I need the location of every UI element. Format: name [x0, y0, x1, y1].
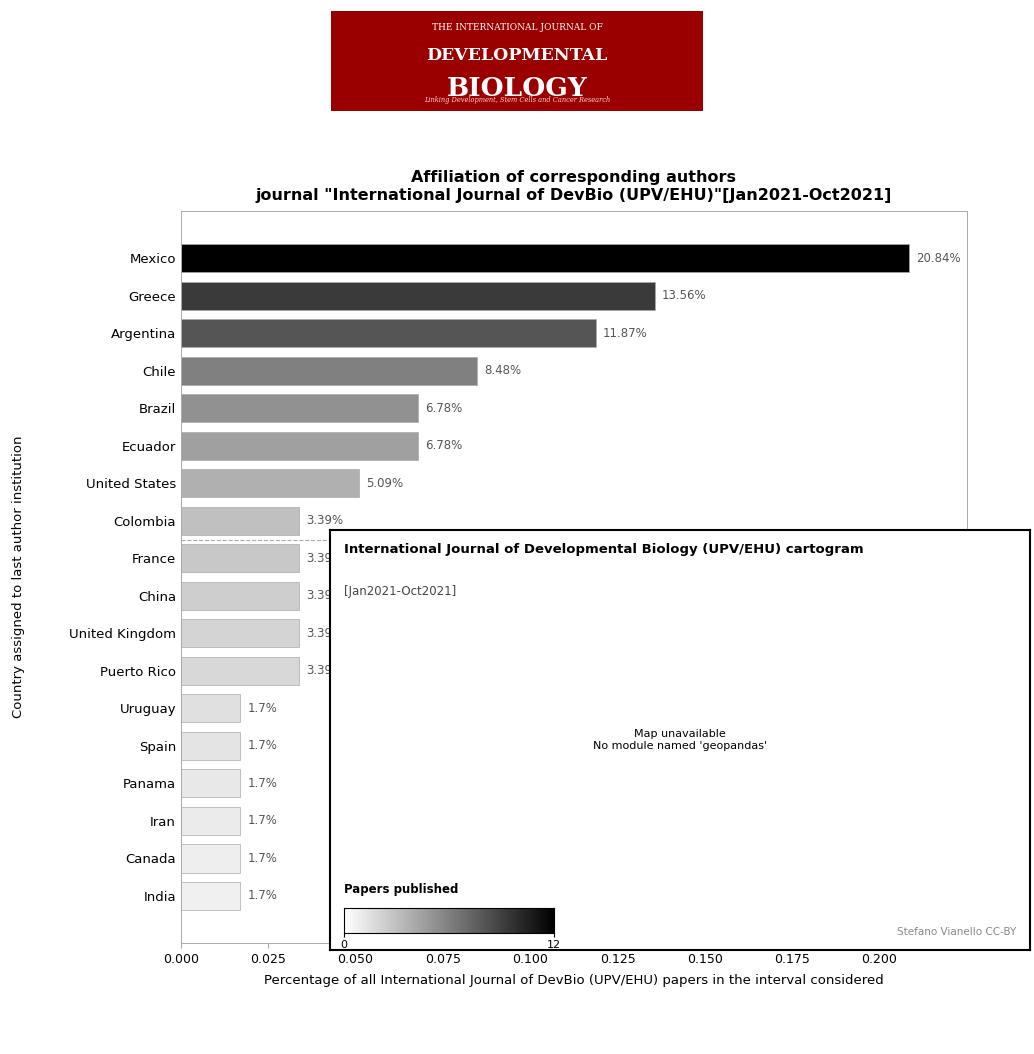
Text: 3.39%: 3.39% [306, 627, 343, 640]
Text: International Journal of Developmental Biology (UPV/EHU) cartogram: International Journal of Developmental B… [344, 543, 863, 555]
Bar [181, 469, 359, 497]
Text: DEVELOPMENTAL: DEVELOPMENTAL [426, 46, 608, 63]
Bar [181, 319, 596, 347]
Bar [181, 657, 300, 685]
Y-axis label: Country assigned to last author institution: Country assigned to last author institut… [11, 435, 25, 719]
Text: 13.56%: 13.56% [662, 289, 706, 302]
Text: [Jan2021-Oct2021]: [Jan2021-Oct2021] [344, 585, 456, 598]
Text: 3.39%: 3.39% [306, 552, 343, 565]
Bar [181, 807, 240, 835]
Text: 1.7%: 1.7% [247, 852, 277, 865]
Text: 3.39%: 3.39% [306, 514, 343, 527]
Text: 8.48%: 8.48% [484, 365, 521, 377]
Bar [181, 731, 240, 760]
Text: Papers published: Papers published [344, 883, 458, 896]
Text: 1.7%: 1.7% [247, 815, 277, 827]
Bar [181, 544, 300, 572]
Text: 1.7%: 1.7% [247, 890, 277, 902]
Bar [181, 582, 300, 610]
Title: Affiliation of corresponding authors
journal "International Journal of DevBio (U: Affiliation of corresponding authors jou… [255, 171, 892, 202]
Bar [181, 769, 240, 798]
Text: 1.7%: 1.7% [247, 702, 277, 715]
Bar [181, 507, 300, 534]
Text: 1.7%: 1.7% [247, 777, 277, 789]
Text: 5.09%: 5.09% [366, 476, 403, 490]
Bar [181, 432, 418, 460]
Bar [181, 695, 240, 722]
Text: 6.78%: 6.78% [425, 440, 462, 452]
Text: Stefano Vianello CC-BY: Stefano Vianello CC-BY [896, 928, 1016, 937]
Text: 3.39%: 3.39% [306, 664, 343, 678]
Text: Map unavailable
No module named 'geopandas': Map unavailable No module named 'geopand… [592, 729, 767, 750]
Bar [181, 356, 477, 385]
Bar [181, 245, 909, 272]
Text: THE INTERNATIONAL JOURNAL OF: THE INTERNATIONAL JOURNAL OF [431, 22, 603, 32]
Bar [181, 620, 300, 647]
Bar [181, 281, 655, 310]
X-axis label: Percentage of all International Journal of DevBio (UPV/EHU) papers in the interv: Percentage of all International Journal … [264, 974, 884, 988]
Bar [181, 882, 240, 910]
Text: 3.39%: 3.39% [306, 589, 343, 602]
Text: 1.7%: 1.7% [247, 740, 277, 753]
Text: 20.84%: 20.84% [916, 252, 961, 265]
FancyBboxPatch shape [331, 11, 703, 111]
Text: 11.87%: 11.87% [603, 327, 647, 339]
Bar [181, 394, 418, 423]
Bar [181, 844, 240, 873]
Text: BIOLOGY: BIOLOGY [447, 76, 587, 100]
Text: Linking Development, Stem Cells and Cancer Research: Linking Development, Stem Cells and Canc… [424, 96, 610, 103]
Text: 6.78%: 6.78% [425, 402, 462, 414]
